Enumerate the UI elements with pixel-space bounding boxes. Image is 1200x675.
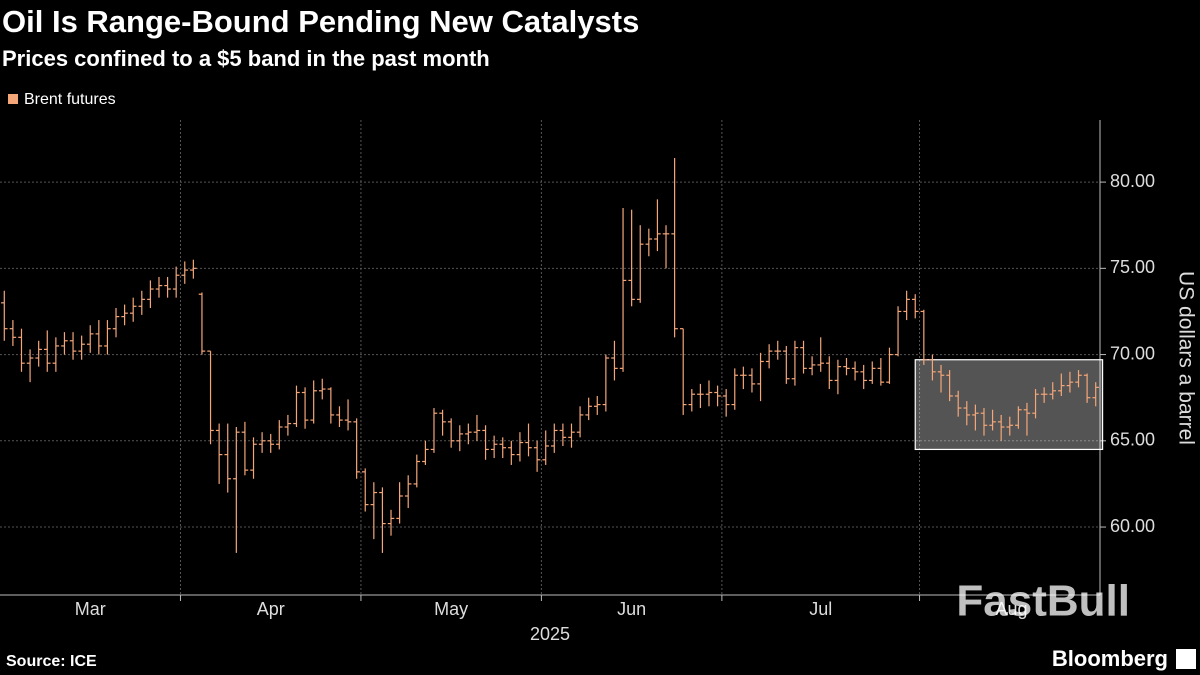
x-tick-label: Aug — [995, 599, 1027, 619]
y-axis-title: US dollars a barrel — [1174, 271, 1197, 445]
legend-swatch — [8, 94, 18, 104]
chart-subtitle: Prices confined to a $5 band in the past… — [2, 46, 490, 71]
y-tick-label: 60.00 — [1110, 516, 1155, 536]
x-tick-label: Apr — [257, 599, 285, 619]
y-tick-label: 70.00 — [1110, 343, 1155, 363]
legend-label: Brent futures — [24, 91, 116, 108]
source: Source: ICE — [6, 653, 97, 670]
brand-icon — [1176, 649, 1196, 669]
y-tick-label: 75.00 — [1110, 257, 1155, 277]
chart-title: Oil Is Range-Bound Pending New Catalysts — [2, 4, 639, 39]
brand: Bloomberg — [1052, 646, 1168, 671]
x-tick-label: May — [434, 599, 468, 619]
y-tick-label: 80.00 — [1110, 171, 1155, 191]
highlight-box — [914, 359, 1104, 451]
x-tick-label: Mar — [75, 599, 106, 619]
watermark: FastBull — [956, 577, 1130, 626]
x-tick-label: Jun — [617, 599, 646, 619]
y-tick-label: 65.00 — [1110, 430, 1155, 450]
x-tick-label: Jul — [809, 599, 832, 619]
x-axis-title: 2025 — [530, 624, 570, 644]
